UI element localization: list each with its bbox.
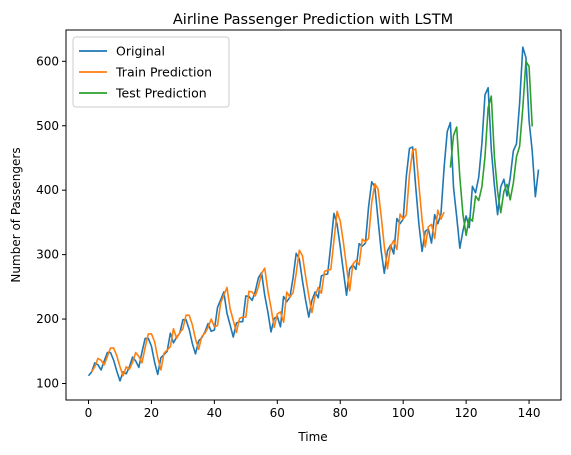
series-line-test-prediction (449, 60, 534, 237)
x-tick-label: 20 (144, 406, 159, 420)
y-tick-label: 400 (36, 183, 59, 197)
x-tick-label: 120 (455, 406, 478, 420)
x-tick-label: 0 (85, 406, 93, 420)
x-tick-label: 100 (392, 406, 415, 420)
y-tick-label: 100 (36, 377, 59, 391)
series-layer (87, 46, 540, 382)
y-axis-label: Number of Passengers (9, 147, 23, 282)
chart-title: Airline Passenger Prediction with LSTM (173, 12, 453, 28)
series-line-train-prediction (90, 148, 445, 377)
x-axis-label: Time (297, 430, 327, 444)
y-tick-label: 300 (36, 248, 59, 262)
x-tick-label: 40 (207, 406, 222, 420)
legend-label-original: Original (116, 44, 165, 59)
x-tick-label: 140 (518, 406, 541, 420)
y-tick-label: 200 (36, 312, 59, 326)
x-tick-label: 80 (333, 406, 348, 420)
y-tick-label: 600 (36, 54, 59, 68)
legend-box (72, 36, 230, 108)
x-tick-label: 60 (270, 406, 285, 420)
legend: Original Train Prediction Test Prediction (72, 36, 230, 108)
legend-label-train-prediction: Train Prediction (115, 65, 212, 80)
y-axis: 100 200 300 400 500 600 (36, 54, 66, 391)
y-tick-label: 500 (36, 119, 59, 133)
plot-area (87, 46, 540, 382)
legend-label-test-prediction: Test Prediction (115, 86, 207, 101)
x-axis: 0 20 40 60 80 100 120 140 (85, 400, 541, 420)
plot-frame (65, 29, 562, 401)
